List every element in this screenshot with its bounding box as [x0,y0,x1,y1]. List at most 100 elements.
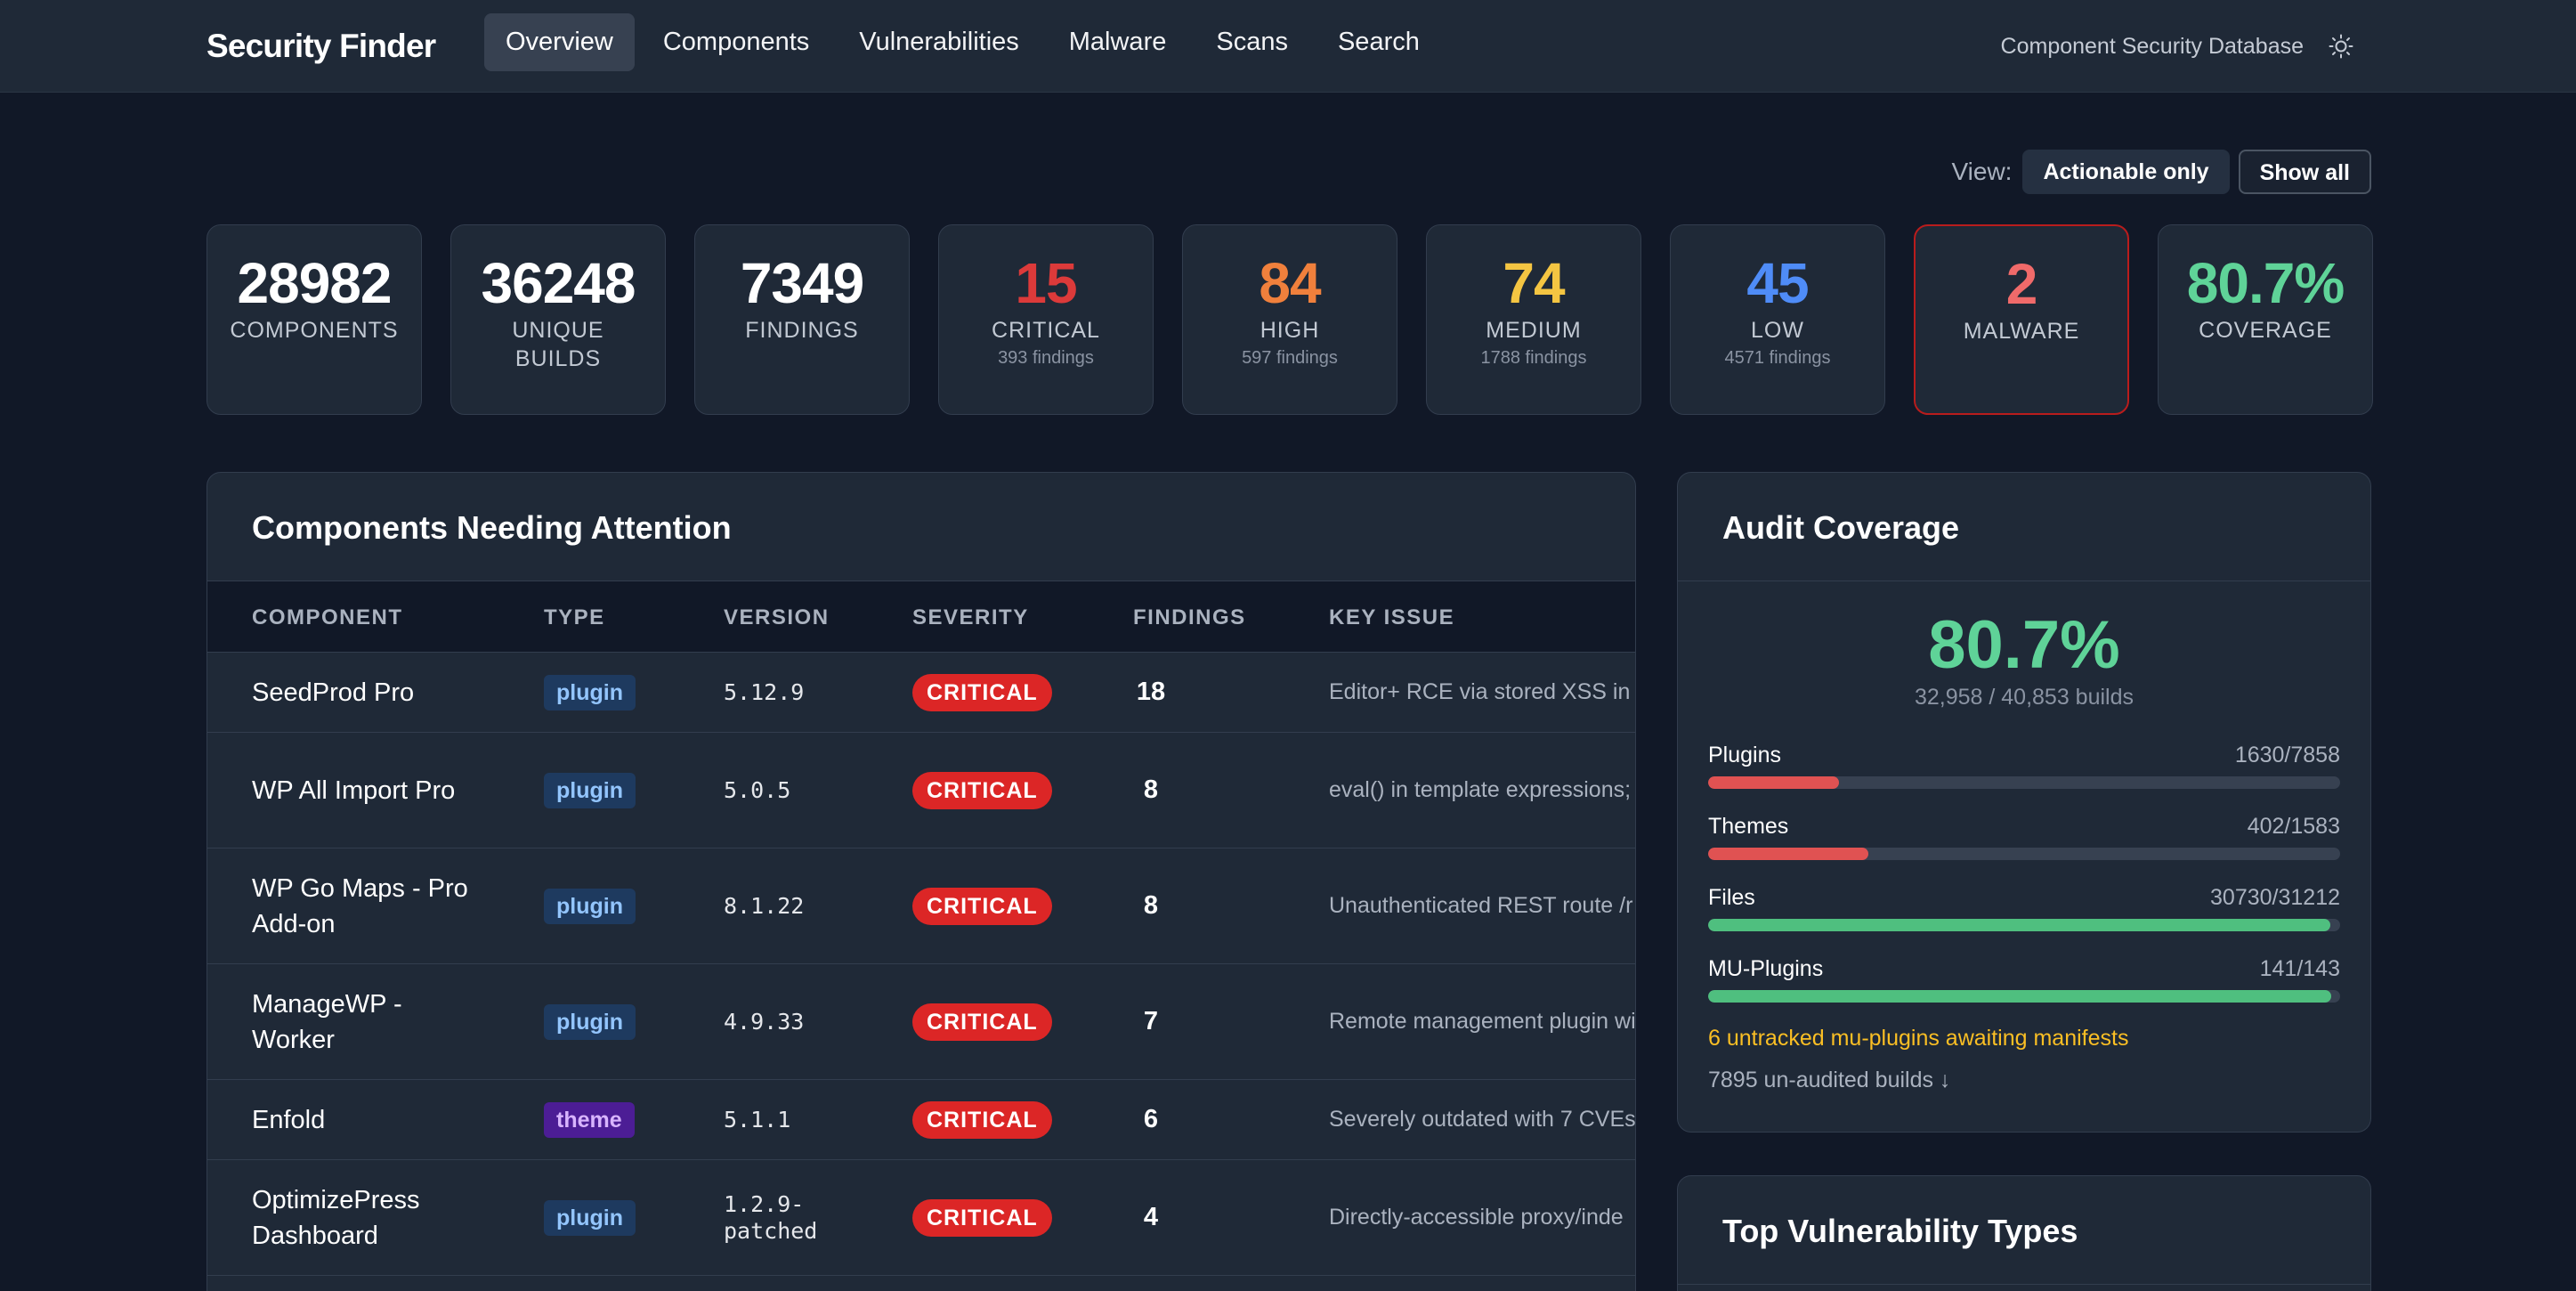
table-row[interactable]: ManageWP - Worker plugin 4.9.33 CRITICAL… [207,964,1635,1080]
severity-badge: CRITICAL [912,1198,1052,1237]
progress-bar [1708,848,2340,860]
stat-card-components[interactable]: 28982 COMPONENTS [207,224,422,415]
stat-card-medium[interactable]: 74 MEDIUM 1788 findings [1426,224,1641,415]
coverage-count: 141/143 [2259,956,2340,981]
stat-value: 28982 [237,251,393,315]
col-findings[interactable]: FINDINGS [1133,605,1246,629]
stat-value: 74 [1503,251,1565,315]
coverage-label: MU-Plugins [1708,956,1824,981]
view-toggle: View: Actionable only Show all [1951,150,2371,194]
nav-scans[interactable]: Scans [1216,28,1288,56]
col-version[interactable]: VERSION [724,605,830,629]
findings-count: 18 [1136,678,1166,706]
untracked-warning[interactable]: 6 untracked mu-plugins awaiting manifest… [1708,1026,2129,1051]
component-name[interactable]: SeedProd Pro [252,678,415,707]
db-subtitle: Component Security Database [2000,33,2304,59]
type-badge: plugin [544,772,636,808]
coverage-count: 402/1583 [2247,814,2340,839]
stat-label: UNIQUE BUILDS [512,318,604,371]
severity-badge: CRITICAL [912,887,1052,925]
unaudited-builds-link[interactable]: 7895 un-audited builds ↓ [1708,1068,1951,1092]
coverage-summary: 32,958 / 40,853 builds [1914,685,2135,710]
findings-count: 7 [1143,1007,1159,1035]
stat-sub: 393 findings [998,348,1094,368]
findings-count: 8 [1143,775,1159,804]
top-vulnerability-types-panel: Top Vulnerability Types [1677,1175,2371,1291]
table-row[interactable]: WP All Import Pro plugin 5.0.5 CRITICAL … [207,733,1635,848]
top-navbar: Security Finder Overview Components Vuln… [0,0,2576,93]
stat-label: LOW [1751,318,1804,343]
nav-malware[interactable]: Malware [1068,28,1167,56]
view-label: View: [1951,158,2013,185]
version: 4.9.33 [724,1008,805,1035]
coverage-row-plugins: Plugins 1630/7858 [1708,732,2340,803]
table-row[interactable]: SeedProd Pro plugin 5.12.9 CRITICAL 18 E… [207,653,1635,733]
severity-badge: CRITICAL [912,771,1052,809]
severity-badge: CRITICAL [912,1003,1052,1041]
col-severity[interactable]: SEVERITY [912,605,1029,629]
stat-card-high[interactable]: 84 HIGH 597 findings [1182,224,1397,415]
stat-card-findings[interactable]: 7349 FINDINGS [694,224,910,415]
stat-label: MALWARE [1963,319,2080,344]
stat-label: MEDIUM [1486,318,1582,343]
stat-label: COMPONENTS [230,318,399,343]
key-issue: Editor+ RCE via stored XSS in l [1329,679,1636,704]
nav-right: Component Security Database [2001,21,2353,71]
stat-card-coverage[interactable]: 80.7% COVERAGE [2158,224,2373,415]
table-header: COMPONENT TYPE VERSION SEVERITY FINDINGS… [207,581,1635,653]
stat-value: 36248 [481,251,636,315]
panel-title: Audit Coverage [1678,473,2370,581]
stat-card-unique-builds[interactable]: 36248 UNIQUE BUILDS [450,224,666,415]
audit-coverage-panel: Audit Coverage 80.7% 32,958 / 40,853 bui… [1677,472,2371,1133]
nav-components[interactable]: Components [662,28,810,56]
coverage-row-mu-plugins: MU-Plugins 141/143 [1708,946,2340,1017]
stat-value: 80.7% [2186,251,2345,315]
sun-icon[interactable] [2329,34,2353,59]
progress-fill [1708,990,2332,1003]
component-name[interactable]: OptimizePress Dashboard [252,1185,420,1250]
key-issue: Remote management plugin wi [1329,1009,1636,1034]
component-name[interactable]: ManageWP - Worker [252,989,402,1054]
coverage-percent: 80.7% [1928,607,2120,683]
stat-card-low[interactable]: 45 LOW 4571 findings [1670,224,1885,415]
component-name[interactable]: WP Go Maps - Pro Add-on [252,873,468,938]
actionable-only-button[interactable]: Actionable only [2022,150,2230,194]
version: 5.1.1 [724,1106,791,1133]
stat-card-critical[interactable]: 15 CRITICAL 393 findings [938,224,1154,415]
component-name[interactable]: WP All Import Pro [252,775,456,805]
table-row[interactable]: OptimizePress Dashboard plugin 1.2.9-pat… [207,1160,1635,1276]
components-attention-panel: Components Needing Attention COMPONENT T… [207,472,1636,1291]
progress-fill [1708,848,1869,860]
coverage-count: 30730/31212 [2210,885,2340,910]
version: 1.2.9-patched [724,1190,818,1244]
stat-value: 84 [1259,251,1321,315]
stat-cards: 28982 COMPONENTS 36248 UNIQUE BUILDS 734… [207,224,2373,415]
stat-sub: 597 findings [1242,348,1338,368]
severity-badge: CRITICAL [912,673,1052,711]
findings-count: 6 [1143,1105,1159,1133]
key-issue: Directly-accessible proxy/inde [1329,1205,1624,1230]
table-row[interactable]: WP Go Maps - Pro Add-on plugin 8.1.22 CR… [207,848,1635,964]
stat-label: FINDINGS [745,318,859,343]
panel-title: Top Vulnerability Types [1678,1176,2370,1285]
nav-search[interactable]: Search [1337,28,1420,56]
col-type[interactable]: TYPE [544,605,605,629]
col-key-issue[interactable]: KEY ISSUE [1329,605,1455,629]
version: 5.0.5 [724,776,791,803]
severity-badge: CRITICAL [912,1100,1052,1139]
progress-bar [1708,990,2340,1003]
table-row[interactable]: Enfold theme 5.1.1 CRITICAL 6 Severely o… [207,1080,1635,1160]
component-name[interactable]: Enfold [252,1105,326,1134]
brand-logo[interactable]: Security Finder [207,28,436,64]
nav-overview[interactable]: Overview [484,13,635,71]
type-badge: plugin [544,1003,636,1040]
show-all-button[interactable]: Show all [2238,150,2371,194]
stat-sub: 4571 findings [1724,348,1831,368]
col-component[interactable]: COMPONENT [252,605,403,629]
stat-card-malware[interactable]: 2 MALWARE [1914,224,2129,415]
stat-label: HIGH [1260,318,1320,343]
nav-vulnerabilities[interactable]: Vulnerabilities [859,28,1019,56]
stat-label: CRITICAL [992,318,1100,343]
stat-value: 2 [2005,252,2038,316]
coverage-count: 1630/7858 [2234,743,2340,767]
